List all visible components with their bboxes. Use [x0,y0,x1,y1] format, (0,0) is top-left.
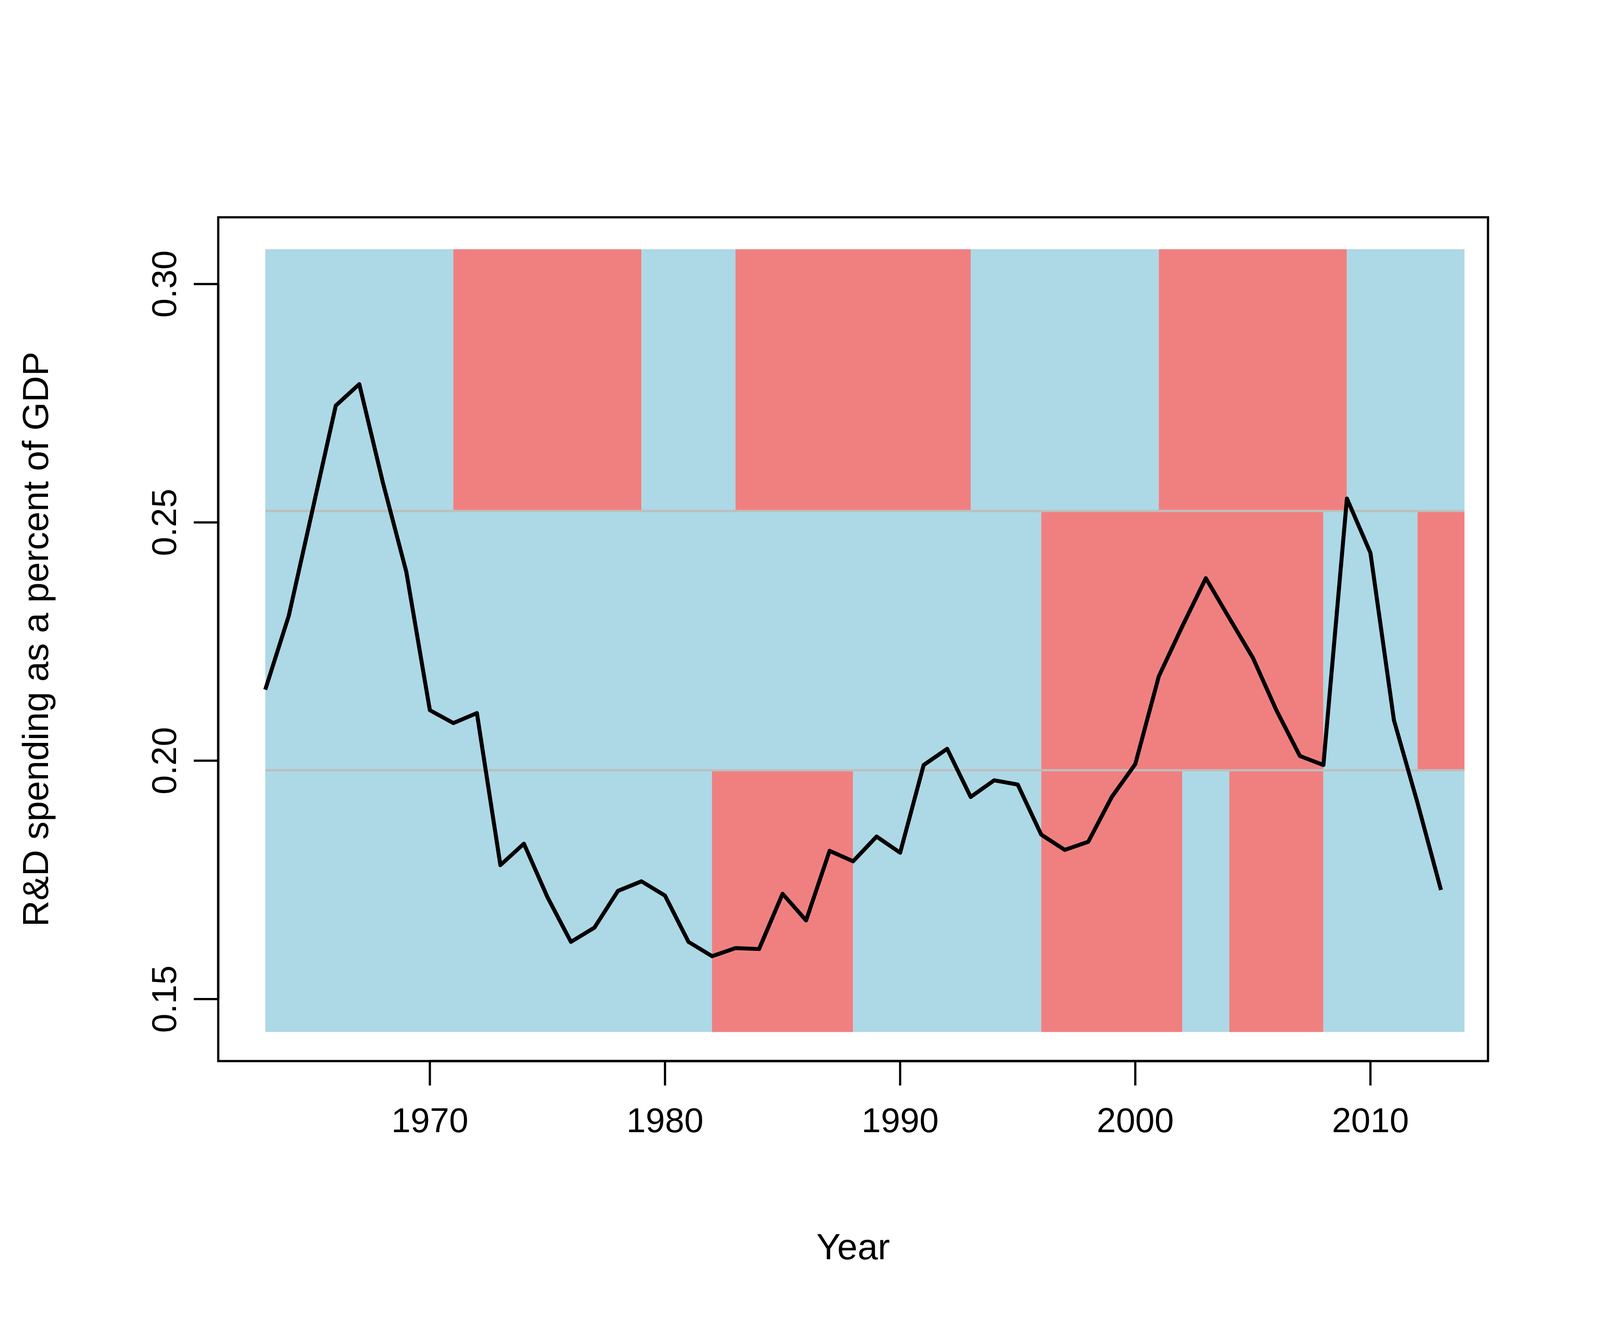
band-segment [1041,770,1183,1033]
x-tick [1134,1061,1137,1086]
y-axis-title: R&D spending as a percent of GDP [15,351,56,927]
band-segment [853,770,1042,1033]
band-segment [453,249,642,512]
x-tick-label: 2000 [1096,1100,1175,1140]
y-tick [193,998,219,1001]
y-axis-line [217,284,220,1000]
y-tick [193,521,219,524]
band-boundary [265,509,1465,512]
y-tick-label: 0.30 [144,250,184,318]
data-line [265,384,1441,957]
y-tick-label: 0.25 [144,488,184,557]
x-tick-label: 1970 [391,1100,469,1140]
y-tick-label: 0.20 [144,727,184,795]
plot-area [265,249,1465,1033]
y-tick-label: 0.15 [144,965,184,1034]
frame [218,217,1488,1062]
band-segment [265,511,1042,771]
x-tick [664,1061,667,1086]
x-tick-label: 1980 [626,1100,704,1140]
x-tick-label: 2010 [1332,1100,1410,1140]
x-tick-label: 1990 [861,1100,940,1140]
band-segment [1347,249,1465,512]
band-boundary [265,769,1465,772]
band-segment [1417,511,1465,771]
x-tick [899,1061,902,1086]
x-tick [1369,1061,1372,1086]
chart: 1970 1980 1990 2000 2010 0.15 0.20 0.25 0.30 Year… [0,0,1600,1333]
y-tick [193,760,219,763]
x-axis-title: Year [816,1226,891,1268]
band-segment [712,770,853,1033]
band-segment [1323,770,1465,1033]
band-segment [1041,511,1324,771]
band-segment [735,249,971,512]
band-segment [1229,770,1324,1033]
band-segment [641,249,736,512]
y-tick [193,283,219,286]
x-tick [428,1061,432,1086]
band-segment [265,770,712,1033]
band-segment [970,249,1159,512]
band-segment [1158,249,1347,512]
band-segment [265,249,454,512]
band-segment [1182,770,1230,1033]
